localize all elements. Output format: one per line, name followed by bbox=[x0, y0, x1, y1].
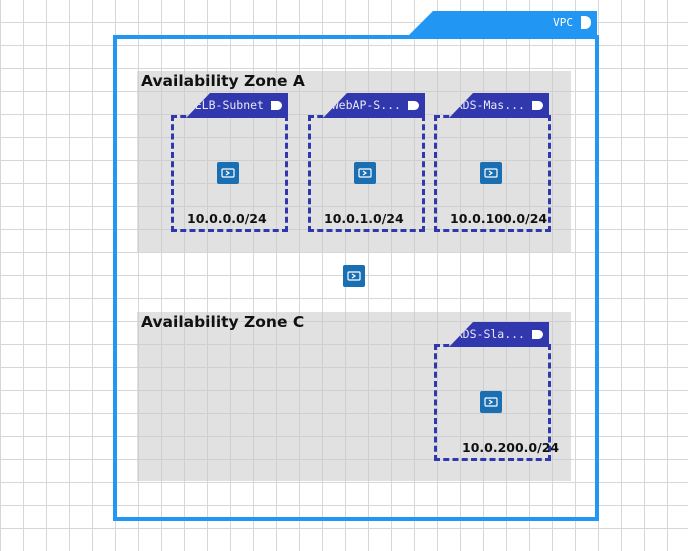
instance-icon bbox=[484, 168, 498, 178]
gateway-node[interactable] bbox=[343, 265, 365, 287]
subnet-webap-tab[interactable]: WebAP-S... bbox=[323, 93, 425, 118]
vpc-label: VPC bbox=[553, 16, 573, 29]
subnet-icon bbox=[532, 101, 543, 110]
ec2-instance-node[interactable] bbox=[354, 162, 376, 184]
subnet-rds-master-cidr: 10.0.100.0/24 bbox=[450, 211, 548, 226]
subnet-webap-cidr: 10.0.1.0/24 bbox=[324, 211, 404, 226]
instance-icon bbox=[484, 397, 498, 407]
subnet-icon bbox=[271, 101, 282, 110]
subnet-icon bbox=[532, 330, 543, 339]
subnet-rds-slave-cidr: 10.0.200.0/24 bbox=[462, 440, 560, 455]
vpc-header-tab[interactable]: VPC bbox=[409, 11, 597, 35]
zone-c-title: Availability Zone C bbox=[141, 313, 305, 331]
subnet-rds-master-label: RDS-Mas... bbox=[455, 98, 525, 112]
subnet-elb-label: ELB-Subnet bbox=[194, 98, 264, 112]
vpc-icon bbox=[581, 16, 591, 29]
subnet-rds-slave-tab[interactable]: RDS-Sla... bbox=[449, 322, 549, 347]
subnet-elb-tab[interactable]: ELB-Subnet bbox=[186, 93, 288, 118]
ec2-instance-node[interactable] bbox=[217, 162, 239, 184]
rds-instance-node[interactable] bbox=[480, 391, 502, 413]
vpc-frame[interactable] bbox=[113, 35, 599, 521]
subnet-elb-box[interactable] bbox=[171, 115, 288, 232]
subnet-rds-master-box[interactable] bbox=[434, 115, 551, 232]
instance-icon bbox=[358, 168, 372, 178]
subnet-rds-slave-box[interactable] bbox=[434, 344, 551, 461]
subnet-webap-box[interactable] bbox=[308, 115, 425, 232]
rds-instance-node[interactable] bbox=[480, 162, 502, 184]
subnet-rds-slave-label: RDS-Sla... bbox=[455, 327, 525, 341]
gateway-icon bbox=[347, 271, 361, 281]
subnet-webap-label: WebAP-S... bbox=[331, 98, 401, 112]
subnet-elb-cidr: 10.0.0.0/24 bbox=[187, 211, 267, 226]
zone-a-title: Availability Zone A bbox=[141, 72, 305, 90]
subnet-icon bbox=[408, 101, 419, 110]
instance-icon bbox=[221, 168, 235, 178]
